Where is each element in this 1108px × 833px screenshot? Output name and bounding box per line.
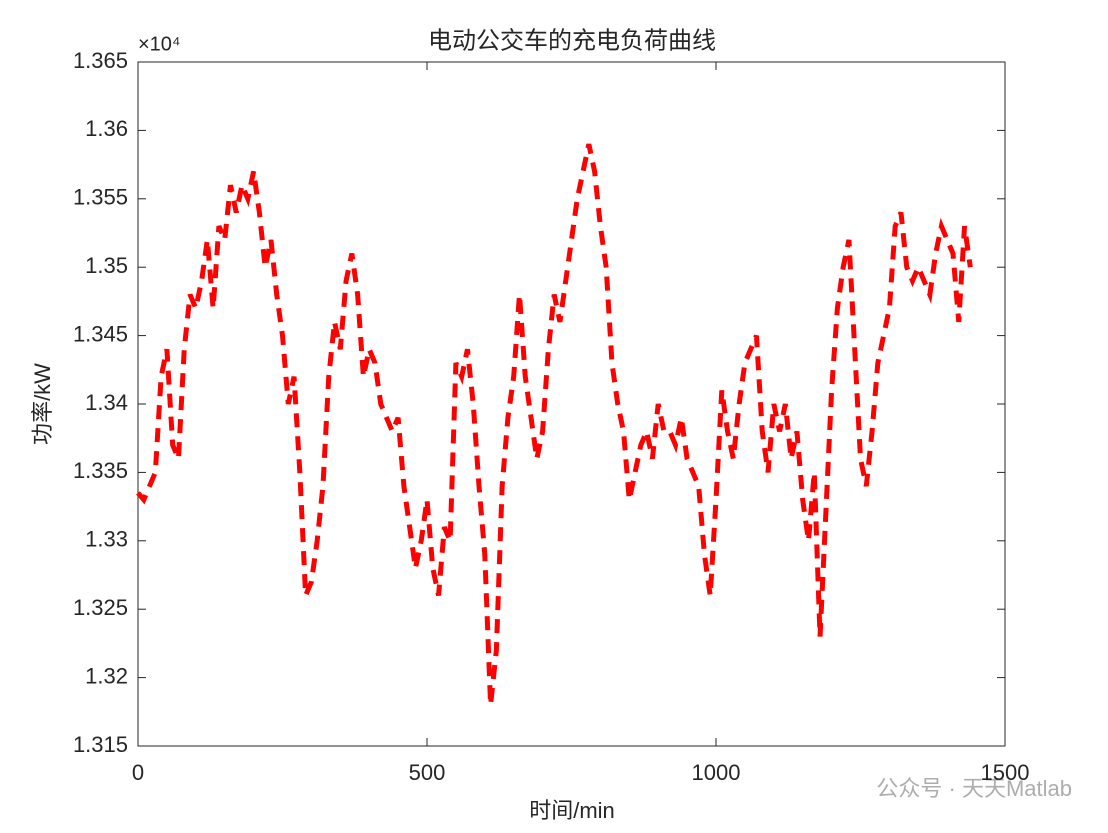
x-tick-label: 1000 (692, 760, 741, 785)
data-line (136, 143, 973, 706)
y-tick-label: 1.33 (85, 527, 128, 552)
y-axis-label: 功率/kW (30, 363, 55, 445)
x-tick-label: 500 (409, 760, 446, 785)
y-tick-label: 1.335 (73, 458, 128, 483)
y-tick-label: 1.325 (73, 595, 128, 620)
chart-title: 电动公交车的充电负荷曲线 (428, 27, 716, 54)
y-tick-label: 1.365 (73, 48, 128, 73)
watermark: 公众号 · 天天Matlab (876, 776, 1072, 801)
y-tick-label: 1.34 (85, 390, 128, 415)
y-tick-label: 1.36 (85, 116, 128, 141)
y-tick-label: 1.345 (73, 321, 128, 346)
x-tick-label: 0 (132, 760, 144, 785)
y-tick-label: 1.315 (73, 732, 128, 757)
y-multiplier: ×10⁴ (138, 33, 181, 55)
y-tick-label: 1.35 (85, 253, 128, 278)
axes-box (137, 61, 1006, 747)
y-tick-label: 1.32 (85, 663, 128, 688)
plot-area (138, 62, 1005, 746)
x-axis-label: 时间/min (529, 798, 615, 823)
x-tick-label: 1500 (981, 760, 1030, 785)
y-tick-label: 1.355 (73, 185, 128, 210)
